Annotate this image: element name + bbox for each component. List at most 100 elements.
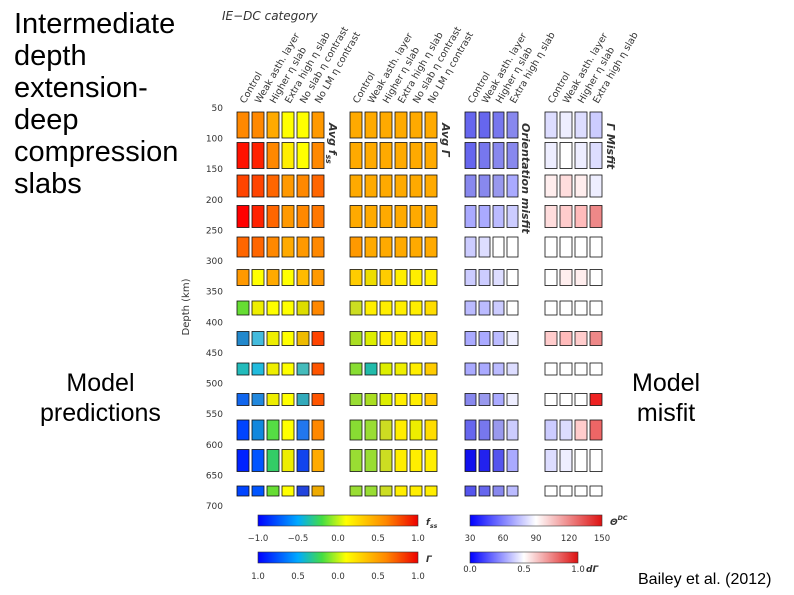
depth-tick-label: 300 xyxy=(206,257,223,267)
cell xyxy=(559,174,573,198)
cell xyxy=(236,449,250,472)
cell xyxy=(589,236,603,258)
title-line: extension- xyxy=(14,72,148,104)
cell xyxy=(544,393,558,406)
cell xyxy=(311,300,325,316)
colorbar-tick-label: 30 xyxy=(465,534,476,544)
cell xyxy=(559,205,573,228)
cell xyxy=(236,485,250,497)
cell xyxy=(589,362,603,376)
cell xyxy=(251,419,265,441)
cell xyxy=(311,269,325,286)
cell xyxy=(574,142,588,169)
cell xyxy=(478,269,491,286)
cell xyxy=(492,111,505,139)
panel-label: dΓ xyxy=(586,565,599,575)
cell xyxy=(296,269,310,286)
cell xyxy=(544,111,558,139)
cell xyxy=(409,419,423,441)
cell xyxy=(364,269,378,286)
colorbar-tick-label: 60 xyxy=(498,534,509,544)
colorbar-tick-label: 1.0 xyxy=(411,572,425,582)
cell xyxy=(574,236,588,258)
cell xyxy=(492,205,505,228)
cell xyxy=(296,300,310,316)
cell xyxy=(281,449,295,472)
cell xyxy=(296,331,310,346)
cell xyxy=(296,236,310,258)
cell xyxy=(574,362,588,376)
cell xyxy=(424,300,438,316)
cell xyxy=(311,236,325,258)
cell xyxy=(364,300,378,316)
cell xyxy=(589,485,603,497)
cell xyxy=(311,485,325,497)
cell xyxy=(544,236,558,258)
cell xyxy=(478,393,491,406)
label-main: Γ xyxy=(426,555,433,565)
depth-tick-label: 350 xyxy=(206,288,223,298)
title-line: depth xyxy=(14,40,87,72)
depth-tick-label: 700 xyxy=(206,502,223,512)
cell xyxy=(409,393,423,406)
cell xyxy=(559,419,573,441)
cell xyxy=(574,419,588,441)
cell xyxy=(589,449,603,472)
colorbar-tick-label: 0.0 xyxy=(463,565,477,575)
cell xyxy=(544,331,558,346)
cell xyxy=(589,111,603,139)
cell xyxy=(281,393,295,406)
cell xyxy=(478,236,491,258)
cell xyxy=(364,174,378,198)
cell xyxy=(394,331,408,346)
cell xyxy=(379,236,393,258)
cell xyxy=(251,300,265,316)
cell xyxy=(559,142,573,169)
cell xyxy=(544,449,558,472)
cell xyxy=(559,269,573,286)
label-main: Avg Γ xyxy=(439,122,452,158)
cell xyxy=(394,174,408,198)
cell xyxy=(236,142,250,169)
depth-tick-label: 250 xyxy=(206,226,223,236)
cell xyxy=(266,174,280,198)
cell xyxy=(379,111,393,139)
depth-tick-label: 450 xyxy=(206,349,223,359)
cell xyxy=(394,205,408,228)
cell xyxy=(251,331,265,346)
cell xyxy=(311,174,325,198)
colorbar xyxy=(257,514,419,527)
cell xyxy=(464,485,477,497)
cell xyxy=(506,142,519,169)
cell xyxy=(266,485,280,497)
cell xyxy=(236,393,250,406)
cell xyxy=(424,269,438,286)
cell xyxy=(506,300,519,316)
cell xyxy=(349,111,363,139)
colorbar-tick-label: 0.5 xyxy=(517,565,531,575)
colorbar-tick-label: 0.5 xyxy=(291,572,305,582)
cell xyxy=(349,393,363,406)
cell xyxy=(478,111,491,139)
cell xyxy=(349,362,363,376)
cell xyxy=(281,142,295,169)
cell xyxy=(379,485,393,497)
cell xyxy=(409,111,423,139)
cell xyxy=(506,419,519,441)
cell xyxy=(492,142,505,169)
cell xyxy=(409,269,423,286)
cell xyxy=(251,142,265,169)
cell xyxy=(424,174,438,198)
cell xyxy=(379,419,393,441)
caption-line: predictions xyxy=(40,399,161,427)
colorbar-tick-label: −1.0 xyxy=(248,534,269,544)
cell xyxy=(492,362,505,376)
cell xyxy=(544,362,558,376)
colorbar-tick-label: 0.0 xyxy=(331,534,345,544)
cell xyxy=(364,205,378,228)
cell xyxy=(424,485,438,497)
cell xyxy=(464,269,477,286)
cell xyxy=(349,485,363,497)
cell xyxy=(394,362,408,376)
cell xyxy=(424,393,438,406)
